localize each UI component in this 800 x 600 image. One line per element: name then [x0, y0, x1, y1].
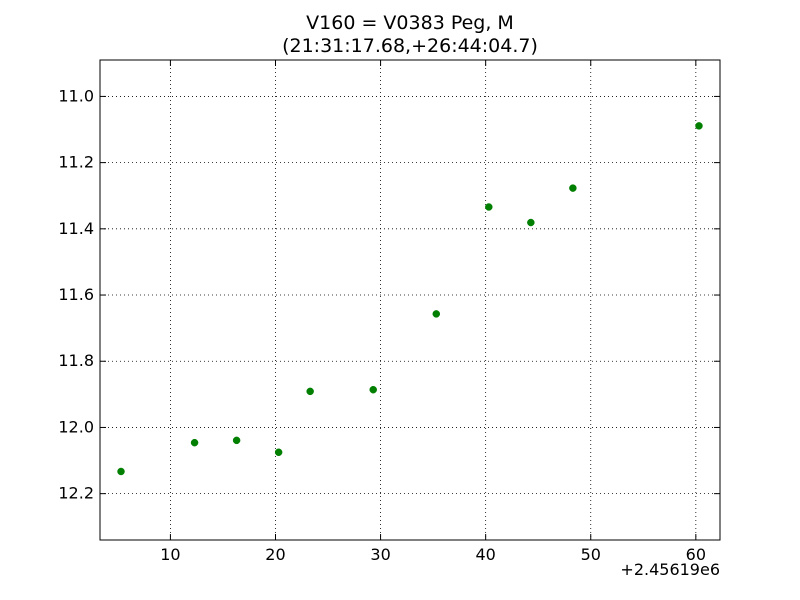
data-point [369, 385, 377, 394]
data-point [569, 184, 577, 192]
x-tick-label: 40 [475, 545, 495, 564]
y-tick-label: 11.0 [58, 86, 94, 105]
x-tick-labels: 10 20 30 40 50 60 [160, 545, 706, 564]
data-point [432, 310, 441, 318]
x-tick-label: 20 [265, 545, 285, 564]
y-tick-label: 11.2 [58, 153, 94, 172]
data-points [117, 122, 703, 476]
x-tick-label: 10 [160, 545, 180, 564]
data-point [190, 438, 199, 447]
plot-area [100, 60, 720, 540]
y-tick-label: 11.6 [58, 285, 94, 304]
data-point [306, 387, 314, 396]
y-tick-label: 12.2 [58, 484, 94, 503]
axis-ticks [100, 60, 720, 540]
data-point [695, 122, 703, 130]
data-point [117, 467, 125, 476]
x-tick-label: 60 [686, 545, 706, 564]
y-tick-labels: 11.0 11.2 11.4 11.6 11.8 12.0 12.2 [58, 86, 94, 502]
grid-lines [100, 60, 720, 540]
plot-frame [99, 59, 721, 541]
data-point [485, 203, 493, 211]
y-tick-label: 11.8 [58, 351, 94, 370]
data-point [527, 218, 535, 227]
x-tick-label: 50 [581, 545, 601, 564]
x-tick-label: 30 [370, 545, 390, 564]
data-point [274, 448, 283, 457]
chart-subtitle: (21:31:17.68,+26:44:04.7) [282, 35, 538, 57]
y-tick-label: 12.0 [58, 417, 94, 436]
x-offset-label: +2.45619e6 [620, 560, 720, 579]
data-point [232, 436, 241, 445]
chart-title: V160 = V0383 Peg, M [306, 12, 514, 34]
y-tick-label: 11.4 [58, 219, 94, 238]
